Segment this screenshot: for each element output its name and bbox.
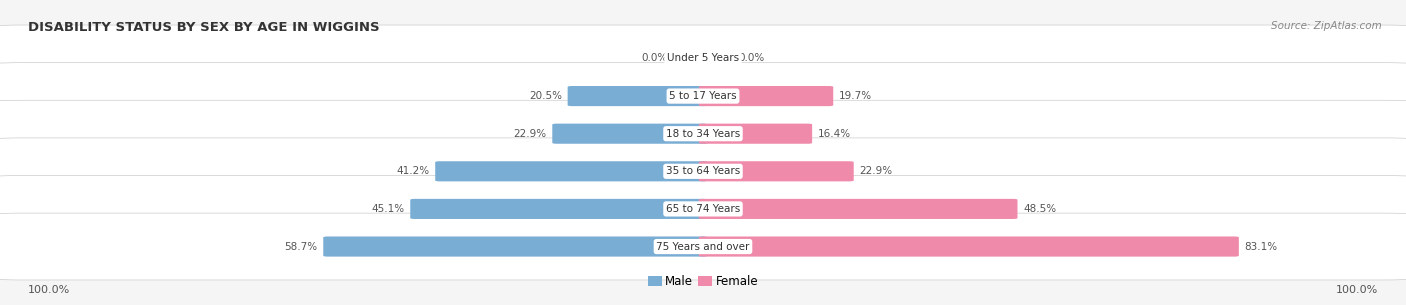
Text: 35 to 64 Years: 35 to 64 Years	[666, 166, 740, 176]
Text: 58.7%: 58.7%	[284, 242, 318, 252]
FancyBboxPatch shape	[436, 161, 707, 181]
FancyBboxPatch shape	[553, 124, 707, 144]
FancyBboxPatch shape	[0, 138, 1406, 205]
FancyBboxPatch shape	[699, 86, 834, 106]
FancyBboxPatch shape	[0, 213, 1406, 280]
FancyBboxPatch shape	[0, 100, 1406, 167]
FancyBboxPatch shape	[323, 236, 707, 257]
Text: 5 to 17 Years: 5 to 17 Years	[669, 91, 737, 101]
Text: 0.0%: 0.0%	[738, 53, 765, 63]
Text: 83.1%: 83.1%	[1244, 242, 1278, 252]
FancyBboxPatch shape	[411, 199, 707, 219]
Text: 45.1%: 45.1%	[371, 204, 405, 214]
Text: Under 5 Years: Under 5 Years	[666, 53, 740, 63]
FancyBboxPatch shape	[0, 25, 1406, 92]
Text: 20.5%: 20.5%	[529, 91, 562, 101]
Text: 100.0%: 100.0%	[1336, 285, 1378, 295]
Text: 18 to 34 Years: 18 to 34 Years	[666, 129, 740, 139]
Text: 16.4%: 16.4%	[818, 129, 851, 139]
Text: 65 to 74 Years: 65 to 74 Years	[666, 204, 740, 214]
FancyBboxPatch shape	[0, 63, 1406, 130]
Text: 22.9%: 22.9%	[513, 129, 547, 139]
Text: 48.5%: 48.5%	[1024, 204, 1056, 214]
Text: 0.0%: 0.0%	[641, 53, 668, 63]
FancyBboxPatch shape	[699, 161, 853, 181]
FancyBboxPatch shape	[699, 236, 1239, 257]
Text: 75 Years and over: 75 Years and over	[657, 242, 749, 252]
FancyBboxPatch shape	[699, 124, 813, 144]
FancyBboxPatch shape	[0, 175, 1406, 242]
Legend: Male, Female: Male, Female	[643, 271, 763, 293]
FancyBboxPatch shape	[699, 199, 1018, 219]
Text: 100.0%: 100.0%	[28, 285, 70, 295]
Text: 19.7%: 19.7%	[839, 91, 872, 101]
FancyBboxPatch shape	[568, 86, 707, 106]
Text: DISABILITY STATUS BY SEX BY AGE IN WIGGINS: DISABILITY STATUS BY SEX BY AGE IN WIGGI…	[28, 21, 380, 34]
Text: Source: ZipAtlas.com: Source: ZipAtlas.com	[1271, 21, 1382, 31]
Text: 22.9%: 22.9%	[859, 166, 893, 176]
Text: 41.2%: 41.2%	[396, 166, 430, 176]
